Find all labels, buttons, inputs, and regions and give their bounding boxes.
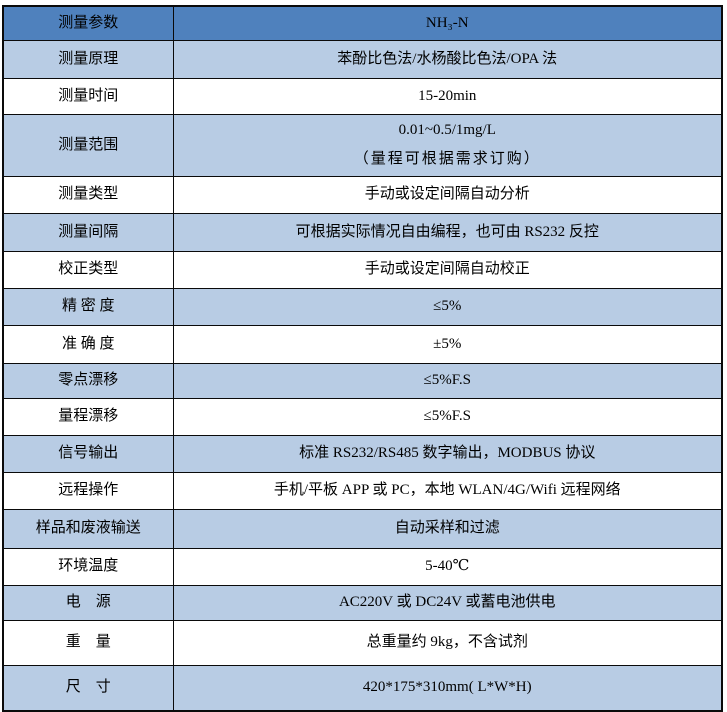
row-label-meas-type: 测量类型 [2, 175, 174, 214]
row-label-weight: 重 量 [2, 619, 174, 666]
row-value-power: AC220V 或 DC24V 或蓄电池供电 [172, 584, 723, 621]
table-row: 量程漂移 ≤5%F.S [2, 397, 723, 436]
table-row: 重 量 总重量约 9kg，不含试剂 [2, 619, 723, 666]
table-row-header: 测量参数 NH₃-N [2, 5, 723, 41]
table-row: 测量原理 苯酚比色法/水杨酸比色法/OPA 法 [2, 39, 723, 79]
row-value-range: 0.01~0.5/1mg/L （量程可根据需求订购） [172, 113, 723, 177]
row-value-dimensions: 420*175*310mm( L*W*H) [172, 664, 723, 712]
row-value-meas-type: 手动或设定间隔自动分析 [172, 175, 723, 214]
row-value-span-drift: ≤5%F.S [172, 397, 723, 436]
row-value-cal-type: 手动或设定间隔自动校正 [172, 250, 723, 289]
row-label-time: 测量时间 [2, 77, 174, 115]
table-row: 测量间隔 可根据实际情况自由编程，也可由 RS232 反控 [2, 212, 723, 252]
table-row: 准 确 度 ±5% [2, 324, 723, 364]
table-row: 尺 寸 420*175*310mm( L*W*H) [2, 664, 723, 712]
table-row: 远程操作 手机/平板 APP 或 PC，本地 WLAN/4G/Wifi 远程网络 [2, 471, 723, 510]
row-label-zero-drift: 零点漂移 [2, 362, 174, 399]
row-value-accuracy: ±5% [172, 324, 723, 364]
row-value-sample-waste: 自动采样和过滤 [172, 508, 723, 549]
row-label-cal-type: 校正类型 [2, 250, 174, 289]
range-value-line1: 0.01~0.5/1mg/L [398, 122, 496, 139]
row-label-ambient-temp: 环境温度 [2, 547, 174, 586]
row-label-span-drift: 量程漂移 [2, 397, 174, 436]
table-row: 电 源 AC220V 或 DC24V 或蓄电池供电 [2, 584, 723, 621]
table-row: 样品和废液输送 自动采样和过滤 [2, 508, 723, 549]
row-label-principle: 测量原理 [2, 39, 174, 79]
row-value-signal-output: 标准 RS232/RS485 数字输出，MODBUS 协议 [172, 434, 723, 473]
row-label-param: 测量参数 [2, 5, 174, 41]
row-value-remote: 手机/平板 APP 或 PC，本地 WLAN/4G/Wifi 远程网络 [172, 471, 723, 510]
row-value-weight: 总重量约 9kg，不含试剂 [172, 619, 723, 666]
table-row: 测量时间 15-20min [2, 77, 723, 115]
table-row: 精 密 度 ≤5% [2, 287, 723, 326]
table-row: 测量类型 手动或设定间隔自动分析 [2, 175, 723, 214]
table-row: 校正类型 手动或设定间隔自动校正 [2, 250, 723, 289]
spec-table: 测量参数 NH₃-N 测量原理 苯酚比色法/水杨酸比色法/OPA 法 测量时间 … [2, 5, 723, 712]
table-row: 信号输出 标准 RS232/RS485 数字输出，MODBUS 协议 [2, 434, 723, 473]
row-label-power: 电 源 [2, 584, 174, 621]
range-value-line2: （量程可根据需求订购） [353, 151, 541, 167]
row-label-interval: 测量间隔 [2, 212, 174, 252]
row-label-range: 测量范围 [2, 113, 174, 177]
row-label-remote: 远程操作 [2, 471, 174, 510]
row-value-interval: 可根据实际情况自由编程，也可由 RS232 反控 [172, 212, 723, 252]
row-value-ambient-temp: 5-40℃ [172, 547, 723, 586]
row-label-precision: 精 密 度 [2, 287, 174, 326]
table-row: 环境温度 5-40℃ [2, 547, 723, 586]
row-label-signal-output: 信号输出 [2, 434, 174, 473]
row-label-sample-waste: 样品和废液输送 [2, 508, 174, 549]
row-label-dimensions: 尺 寸 [2, 664, 174, 712]
row-value-param: NH₃-N [172, 5, 723, 41]
row-value-principle: 苯酚比色法/水杨酸比色法/OPA 法 [172, 39, 723, 79]
row-value-zero-drift: ≤5%F.S [172, 362, 723, 399]
row-value-precision: ≤5% [172, 287, 723, 326]
table-row: 零点漂移 ≤5%F.S [2, 362, 723, 399]
table-row: 测量范围 0.01~0.5/1mg/L （量程可根据需求订购） [2, 113, 723, 177]
row-value-time: 15-20min [172, 77, 723, 115]
row-label-accuracy: 准 确 度 [2, 324, 174, 364]
